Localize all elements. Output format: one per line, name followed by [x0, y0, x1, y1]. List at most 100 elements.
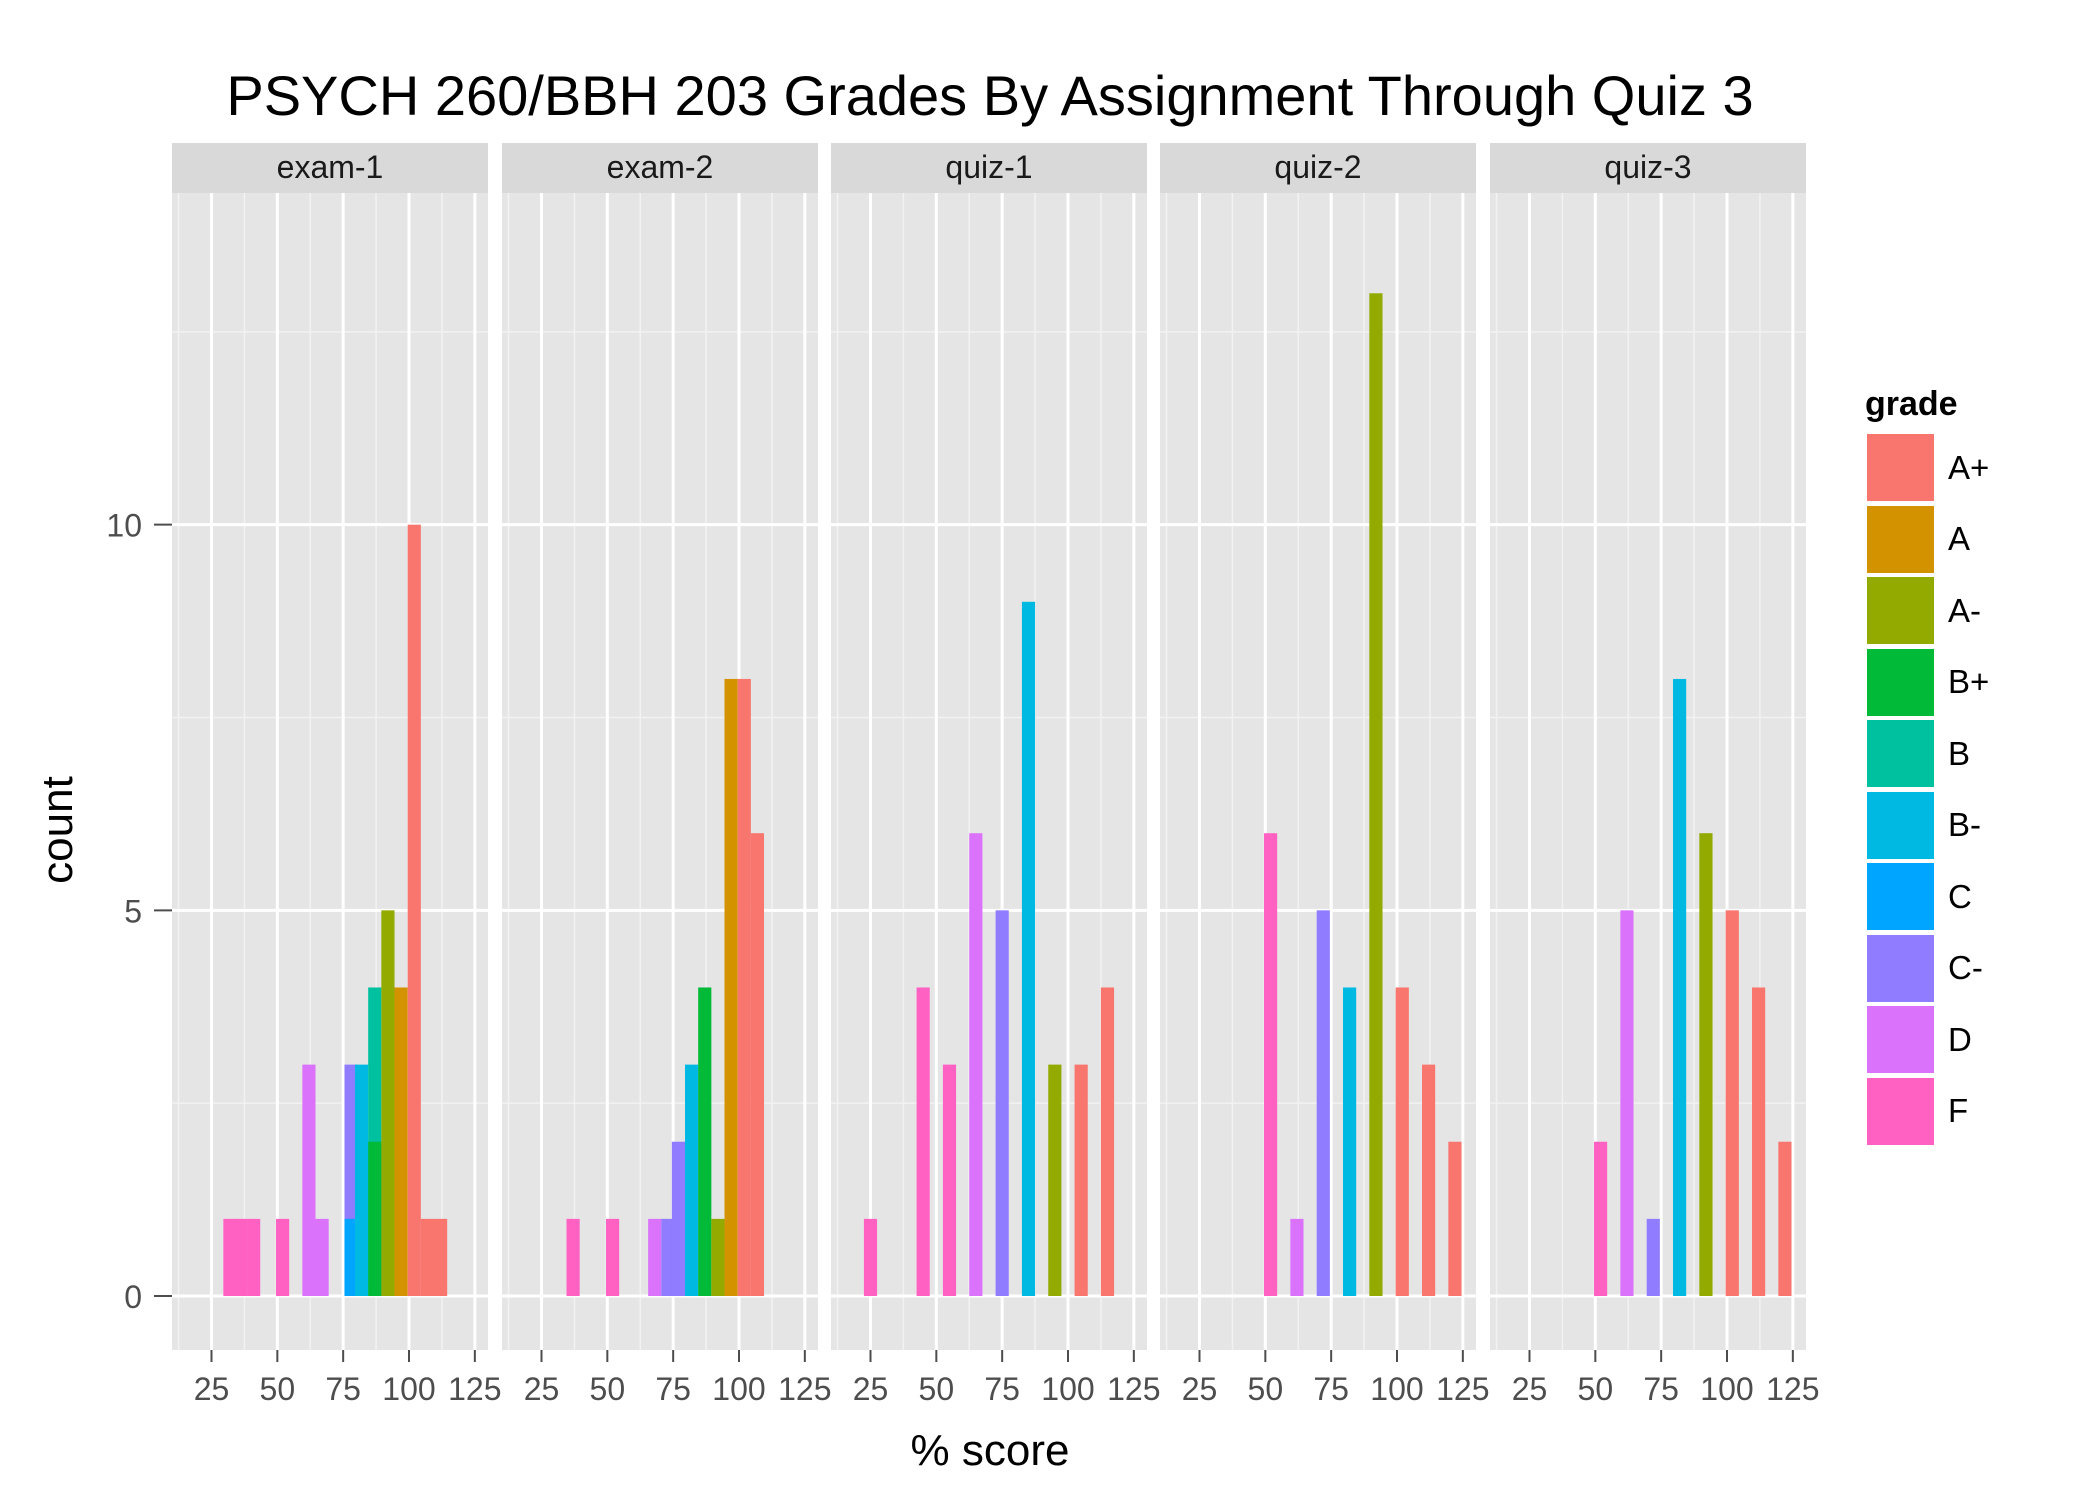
legend-key — [1865, 575, 1936, 647]
x-axis-label: % score — [911, 1426, 1070, 1475]
bar — [566, 1218, 580, 1297]
bar — [233, 1218, 248, 1297]
bar — [737, 678, 751, 1297]
legend: grade A+ A A- B+ B B- C C- D F — [1865, 385, 1989, 1147]
facet-strip — [831, 143, 1147, 193]
legend-key — [1865, 1004, 1936, 1076]
x-tick-label: 50 — [1578, 1371, 1614, 1407]
facet-strip — [502, 143, 818, 193]
y-axis-label: count — [33, 776, 82, 884]
x-tick-label: 100 — [1370, 1371, 1423, 1407]
facet-panel-quiz-1: quiz-1 25 50 75 100 125 — [831, 143, 1161, 1407]
bar — [394, 987, 408, 1297]
x-tick-label: 100 — [1700, 1371, 1753, 1407]
x-tick-label: 25 — [524, 1371, 560, 1407]
bar — [1448, 1141, 1462, 1297]
legend-item: C- — [1865, 932, 1989, 1005]
facet-strip-label: exam-1 — [277, 149, 384, 185]
x-tick-label: 75 — [984, 1371, 1020, 1407]
bar — [995, 910, 1009, 1297]
bar — [1778, 1141, 1792, 1297]
legend-label: C- — [1948, 949, 1983, 987]
bar — [1343, 987, 1357, 1297]
bar — [355, 1064, 369, 1297]
legend-label: B — [1948, 734, 1971, 772]
bar — [1264, 833, 1278, 1297]
legend-key — [1865, 932, 1936, 1004]
bar — [434, 1218, 448, 1297]
bar — [606, 1218, 620, 1297]
legend-key — [1865, 646, 1936, 718]
facet-strip-label: exam-2 — [607, 149, 714, 185]
legend-item: A- — [1865, 575, 1989, 647]
legend-key — [1865, 503, 1936, 575]
x-tick-label: 100 — [712, 1371, 765, 1407]
y-tick-label: 5 — [124, 893, 142, 929]
legend-item: A+ — [1865, 432, 1989, 504]
panel-background — [502, 193, 818, 1350]
x-tick-label: 125 — [1766, 1371, 1819, 1407]
bar — [1074, 1064, 1088, 1297]
bar — [344, 1218, 358, 1297]
x-tick-label: 100 — [382, 1371, 435, 1407]
legend-item: B+ — [1865, 646, 1989, 719]
x-tick-label: 75 — [1643, 1371, 1679, 1407]
bar — [276, 1218, 290, 1297]
legend-label: C — [1948, 877, 1972, 915]
legend-key — [1865, 432, 1936, 504]
bar — [420, 1218, 435, 1297]
legend-item: D — [1865, 1004, 1989, 1076]
x-tick-label: 50 — [919, 1371, 955, 1407]
bar — [315, 1218, 329, 1297]
panel-background — [172, 193, 488, 1350]
bar — [302, 1064, 316, 1297]
bar — [223, 1218, 237, 1297]
bar — [1620, 910, 1634, 1297]
bar — [1100, 987, 1115, 1297]
bar — [1048, 1064, 1062, 1297]
legend-items: A+ A A- B+ B B- C C- D F — [1865, 432, 1989, 1147]
x-tick-label: 50 — [1248, 1371, 1284, 1407]
x-tick-label: 125 — [778, 1371, 831, 1407]
legend-key — [1865, 1075, 1936, 1147]
x-tick-label: 50 — [590, 1371, 626, 1407]
facet-panel-exam-2: exam-2 25 50 75 100 125 — [502, 143, 832, 1407]
legend-label: A — [1948, 520, 1971, 558]
bar — [1290, 1218, 1304, 1297]
bar — [671, 1141, 686, 1297]
bar — [1021, 601, 1036, 1297]
legend-label: F — [1948, 1092, 1969, 1130]
facet-strip-label: quiz-1 — [945, 149, 1032, 185]
x-tick-label: 75 — [325, 1371, 361, 1407]
panel-background — [831, 193, 1147, 1350]
legend-label: D — [1948, 1020, 1972, 1058]
legend-key — [1865, 718, 1936, 790]
bar — [1316, 910, 1330, 1297]
facet-strip-label: quiz-2 — [1274, 149, 1361, 185]
x-tick-label: 25 — [1512, 1371, 1548, 1407]
bar — [863, 1218, 878, 1297]
facet-strip-label: quiz-3 — [1604, 149, 1691, 185]
x-tick-label: 125 — [1436, 1371, 1489, 1407]
facet-panel-quiz-2: quiz-2 25 50 75 100 125 — [1160, 143, 1490, 1407]
legend-title: grade — [1865, 385, 1958, 423]
bar — [711, 1218, 725, 1297]
legend-item: A — [1865, 503, 1989, 576]
bar — [916, 987, 930, 1297]
legend-item: C — [1865, 861, 1989, 933]
legend-item: F — [1865, 1075, 1989, 1148]
x-tick-label: 25 — [853, 1371, 889, 1407]
y-tick-label: 10 — [106, 508, 142, 544]
x-tick-label: 100 — [1041, 1371, 1094, 1407]
x-tick-label: 75 — [1313, 1371, 1349, 1407]
bar — [685, 1064, 699, 1297]
bar — [969, 833, 983, 1297]
bar — [381, 910, 395, 1297]
chart-title: PSYCH 260/BBH 203 Grades By Assignment T… — [226, 64, 1753, 127]
bar — [1646, 1218, 1660, 1297]
bar — [1725, 910, 1739, 1297]
legend-key — [1865, 789, 1936, 861]
facet-panel-exam-1: exam-1 25 50 75 100 125 — [172, 143, 502, 1407]
